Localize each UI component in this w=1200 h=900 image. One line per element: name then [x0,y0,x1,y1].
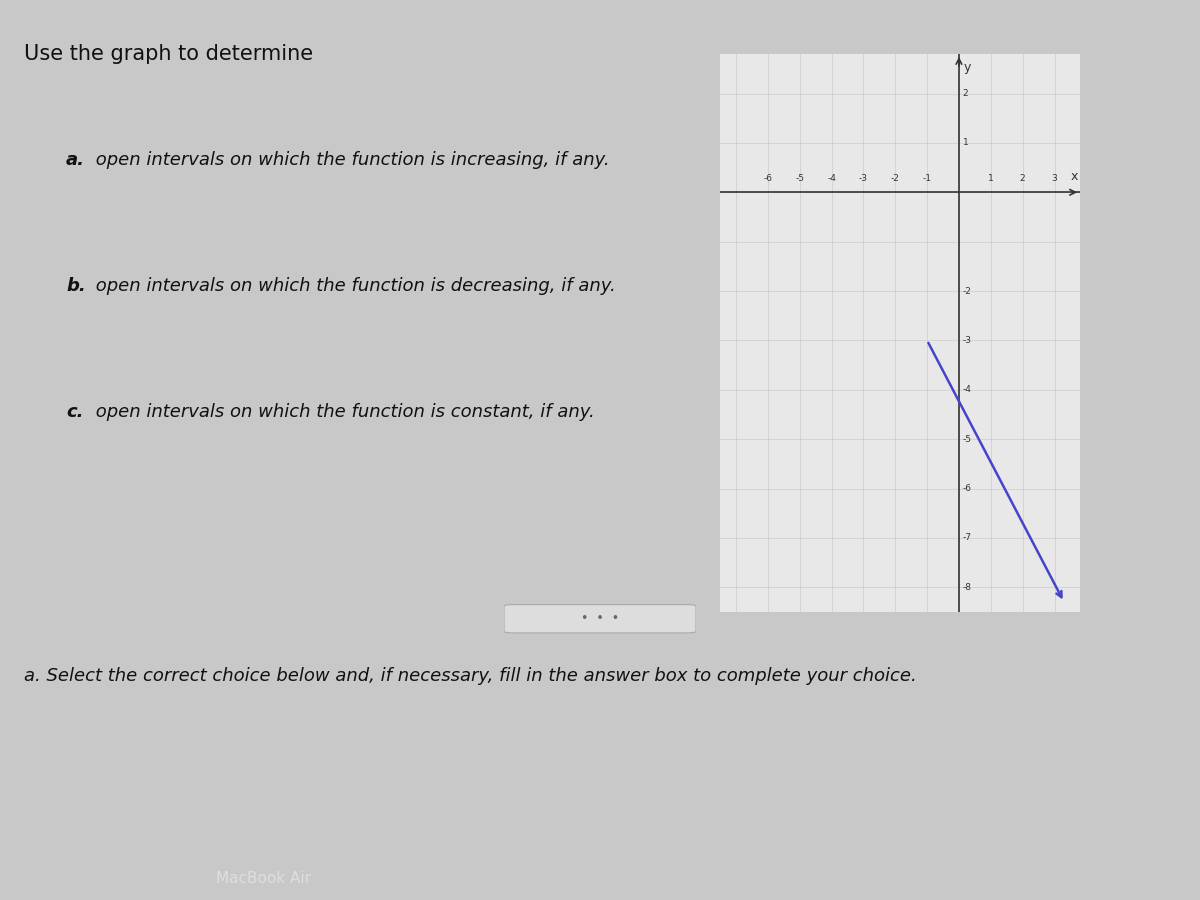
Text: open intervals on which the function is constant, if any.: open intervals on which the function is … [90,403,595,421]
Text: -4: -4 [962,385,972,394]
Text: -5: -5 [962,435,972,444]
Text: -6: -6 [962,484,972,493]
Text: open intervals on which the function is increasing, if any.: open intervals on which the function is … [90,151,610,169]
Text: 3: 3 [1051,175,1057,184]
Text: y: y [964,61,971,75]
Text: x: x [1070,170,1078,184]
Text: •  •  •: • • • [581,612,619,625]
Text: -3: -3 [859,175,868,184]
Text: 1: 1 [962,139,968,148]
Text: Use the graph to determine: Use the graph to determine [24,44,313,64]
Text: 1: 1 [988,175,994,184]
Text: a.: a. [66,151,85,169]
Text: -4: -4 [827,175,836,184]
Text: -7: -7 [962,534,972,543]
Text: a. Select the correct choice below and, if necessary, fill in the answer box to : a. Select the correct choice below and, … [24,667,917,686]
Text: MacBook Air: MacBook Air [216,870,311,886]
Text: -6: -6 [763,175,773,184]
Text: b.: b. [66,277,85,295]
Text: 2: 2 [1020,175,1026,184]
Text: -1: -1 [923,175,931,184]
Text: -3: -3 [962,336,972,345]
FancyBboxPatch shape [504,605,696,633]
Text: open intervals on which the function is decreasing, if any.: open intervals on which the function is … [90,277,616,295]
Text: -2: -2 [962,286,972,295]
Text: -5: -5 [796,175,804,184]
Text: -2: -2 [890,175,900,184]
Text: c.: c. [66,403,84,421]
Text: 2: 2 [962,89,968,98]
Text: -8: -8 [962,583,972,592]
